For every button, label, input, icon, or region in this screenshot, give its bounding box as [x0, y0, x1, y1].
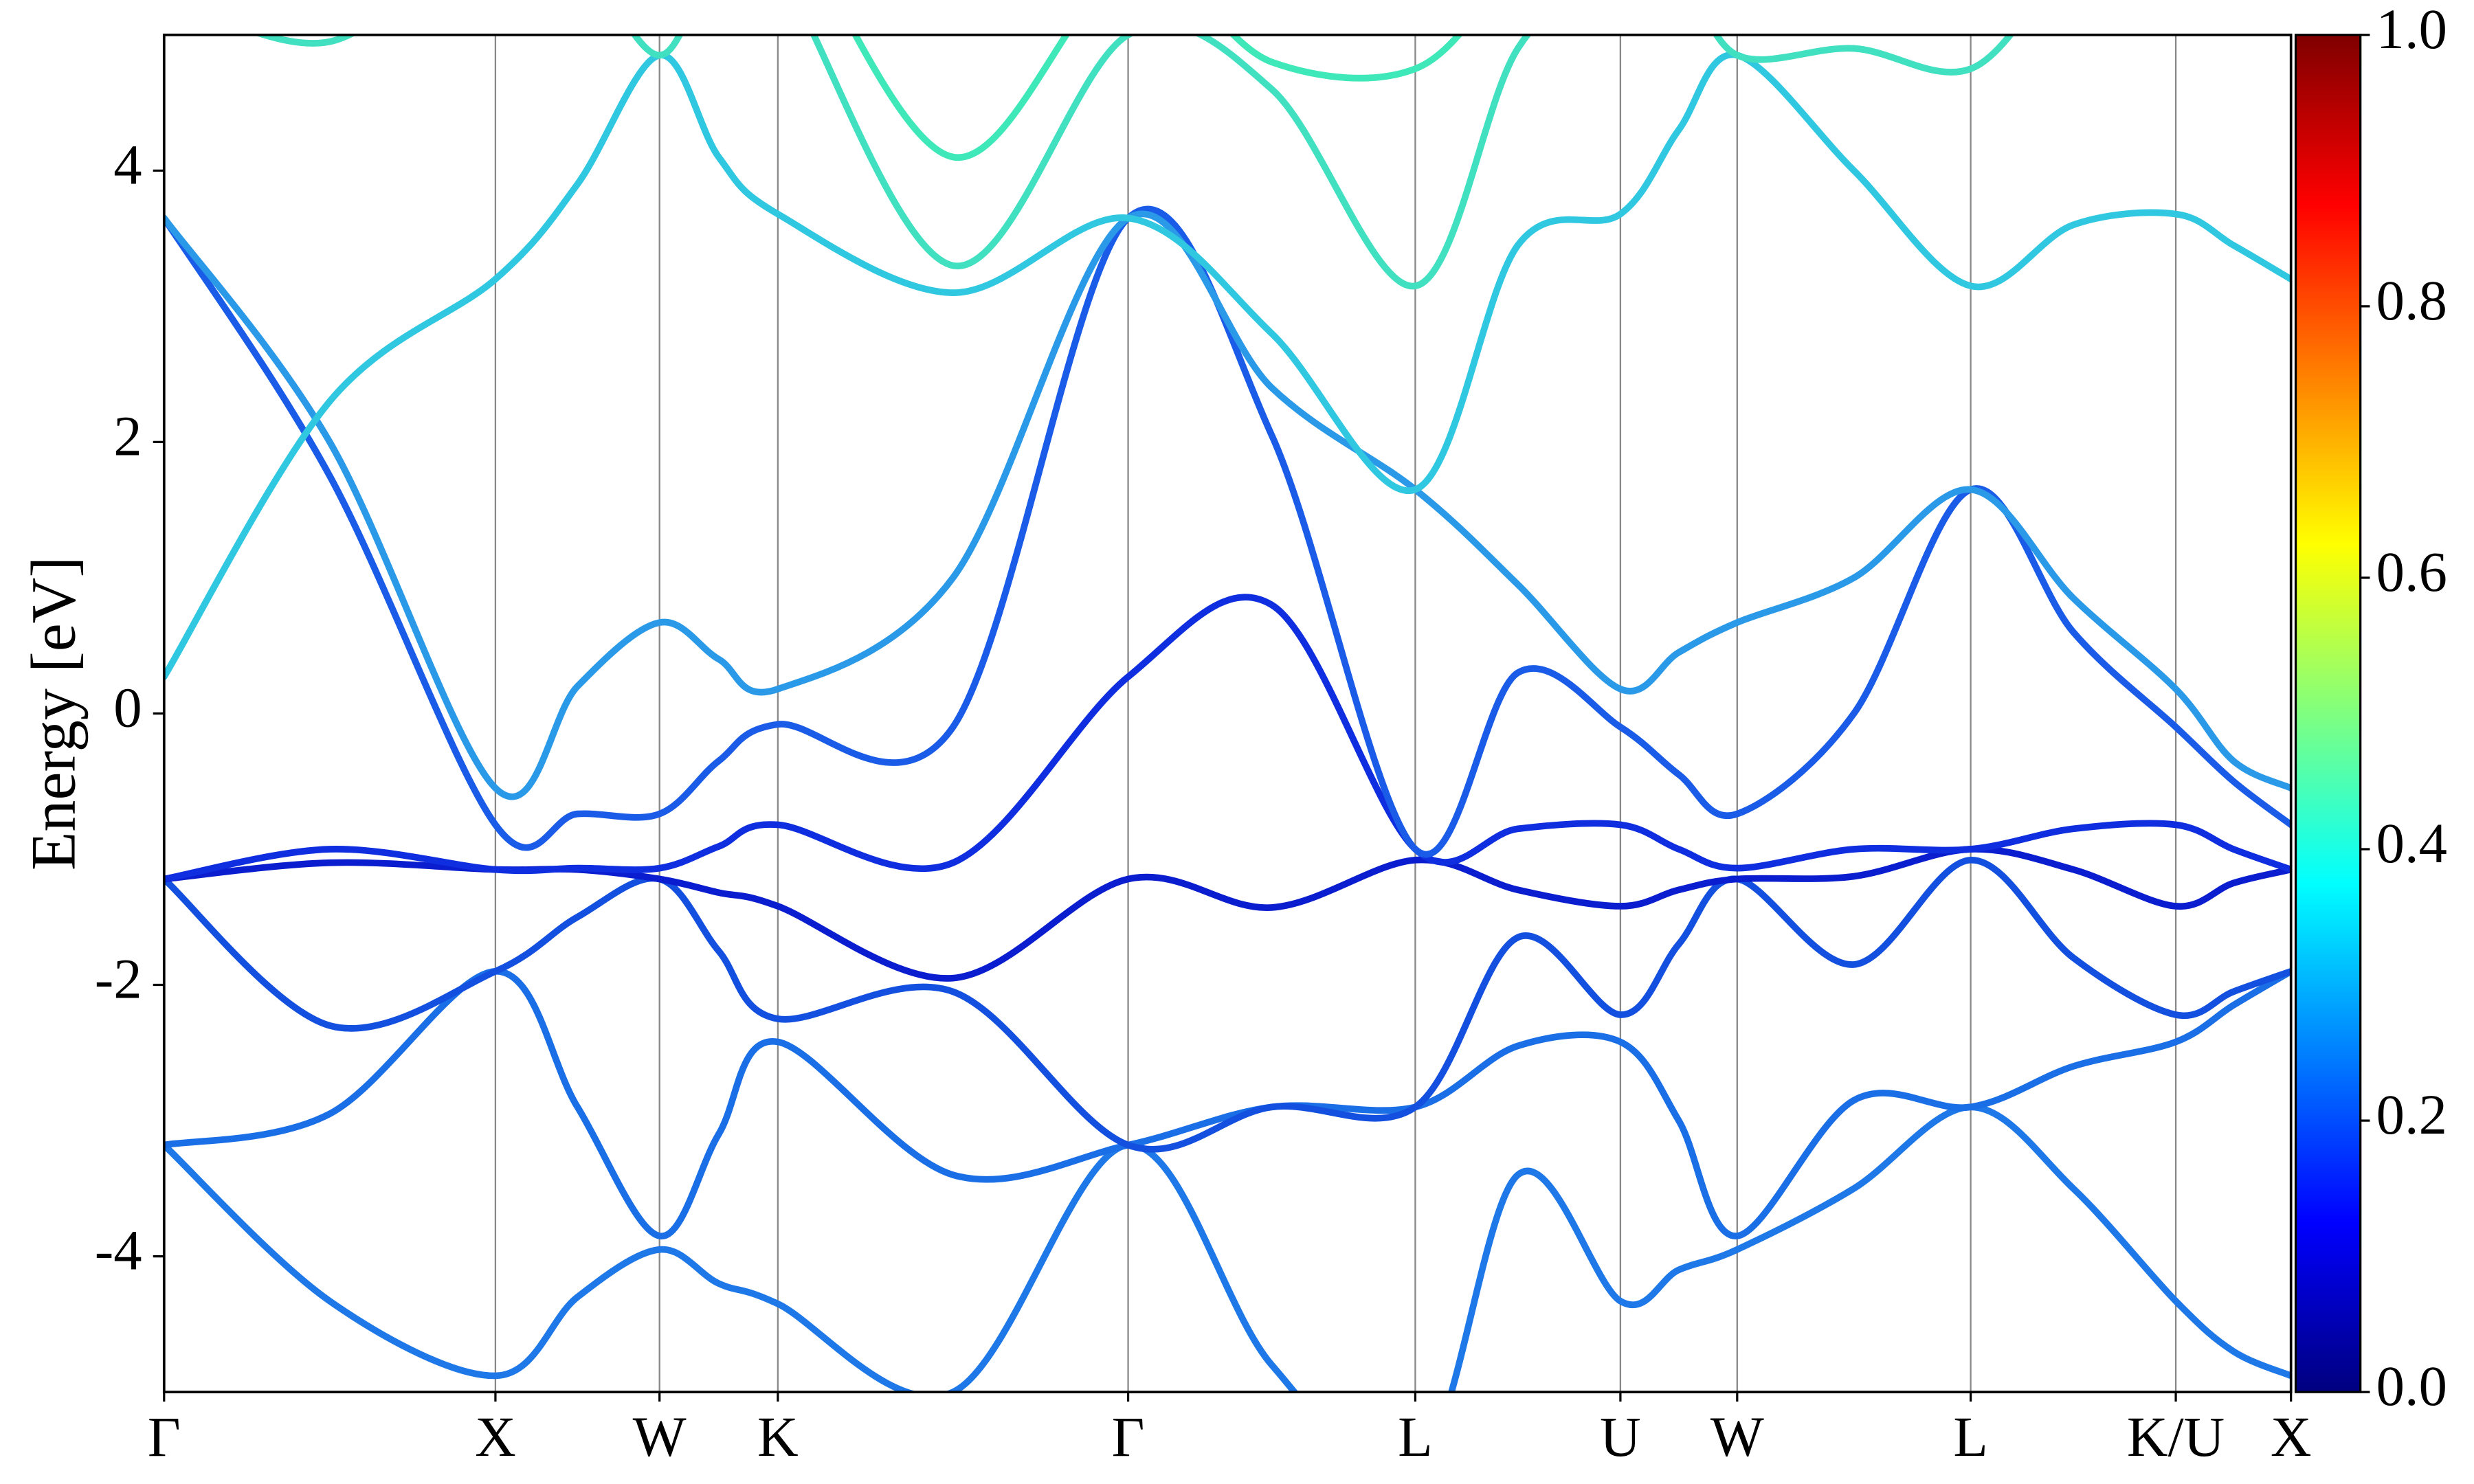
y-axis-label: Energy [eV]	[19, 556, 89, 870]
x-tick-label: U	[1600, 1405, 1641, 1468]
colorbar-tick-label: 0.8	[2376, 269, 2447, 332]
x-tick-label: W	[633, 1405, 687, 1468]
colorbar: 0.0 0.2 0.4 0.6 0.8 1.0	[2294, 0, 2447, 1417]
x-tick-label: L	[1398, 1405, 1432, 1468]
colorbar-tick-label: 0.6	[2376, 540, 2447, 603]
colorbar-tick-label: 1.0	[2376, 0, 2447, 60]
colorbar-tick-label: 0.2	[2376, 1083, 2447, 1146]
band-line	[164, 51, 2291, 680]
band-line	[253, 34, 2015, 290]
bands	[164, 34, 2291, 1393]
x-tick-label: K/U	[2127, 1405, 2225, 1468]
colorbar-tick-label: 0.4	[2376, 811, 2447, 875]
band-line	[851, 34, 1464, 161]
y-tick-label: -4	[95, 1218, 142, 1281]
x-tick-label: L	[1953, 1405, 1987, 1468]
y-tick-label: 4	[113, 133, 142, 196]
band-line	[164, 856, 2291, 1153]
y-tick-label: 0	[113, 675, 142, 739]
y-tick-label: -2	[95, 947, 142, 1010]
x-tick-label: Γ	[1112, 1405, 1145, 1468]
x-tick-label: X	[2271, 1405, 2312, 1468]
x-tick-label: Γ	[148, 1405, 181, 1468]
band-line	[164, 210, 2291, 800]
colorbar-gradient	[2294, 34, 2362, 1393]
y-tick-label: 2	[113, 404, 142, 467]
colorbar-tick-label: 0.0	[2376, 1354, 2447, 1417]
x-tick-label: W	[1710, 1405, 1765, 1468]
band-line	[164, 594, 2291, 883]
x-tick-label: X	[475, 1405, 516, 1468]
x-tick-label: K	[757, 1405, 799, 1468]
